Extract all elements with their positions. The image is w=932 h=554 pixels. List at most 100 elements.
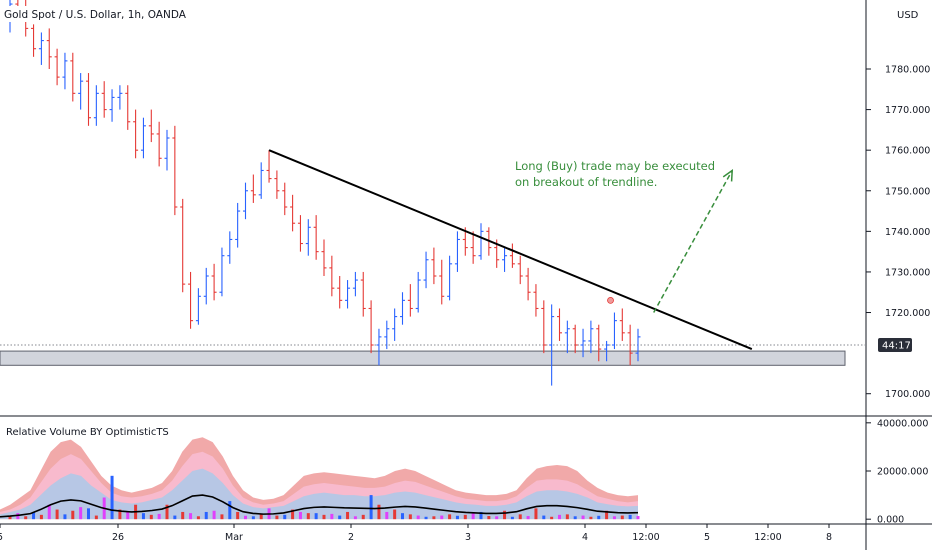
price-tick-label: 1730.000: [885, 267, 930, 278]
candle: [572, 324, 578, 354]
volume-bar: [581, 515, 585, 520]
rv-average-line: [0, 494, 639, 518]
volume-bar: [204, 511, 208, 520]
volume-bar: [259, 514, 263, 520]
volume-bar: [236, 511, 240, 520]
candle: [86, 73, 91, 126]
support-zone[interactable]: [0, 350, 846, 366]
candle: [407, 284, 413, 317]
candle: [219, 247, 225, 297]
volume-bar: [385, 511, 389, 520]
volume-bar: [518, 514, 522, 520]
candle: [345, 280, 351, 309]
volume-bar: [479, 511, 483, 520]
candle: [337, 276, 343, 309]
volume-bar: [408, 514, 412, 520]
volume-bar: [377, 504, 381, 520]
candle: [203, 267, 209, 305]
volume-bar: [361, 514, 365, 520]
candle: [250, 174, 256, 203]
price-tick-label: 1740.000: [885, 227, 930, 238]
price-tick-label: 1720.000: [885, 308, 930, 319]
candle: [180, 198, 186, 293]
volume-bar: [432, 516, 436, 520]
volume-bar: [47, 504, 51, 520]
time-tick-label: 5: [0, 532, 3, 543]
volume-bar: [228, 501, 232, 520]
candle: [78, 73, 84, 110]
candle: [329, 255, 335, 297]
candle: [125, 85, 131, 130]
candle: [211, 263, 217, 301]
candle: [46, 28, 52, 69]
time-tick-label: 12:00: [632, 532, 659, 543]
current-price-label-bg: [878, 338, 912, 352]
symbol-title[interactable]: Gold Spot / U.S. Dollar, 1h, OANDA: [4, 9, 187, 21]
volume-bar: [495, 516, 499, 520]
candle: [392, 308, 398, 341]
time-tick-label: 4: [582, 532, 588, 543]
time-axis[interactable]: 5 26 Mar 2 3 4 12:00 5 12:00 8: [0, 524, 832, 543]
support-zone-rect[interactable]: [0, 350, 846, 366]
volume-bar: [181, 511, 185, 520]
candle: [604, 340, 610, 362]
volume-bar: [291, 509, 295, 520]
candle: [627, 324, 633, 366]
candle: [423, 251, 429, 289]
volume-bar: [605, 510, 609, 520]
volume-bar: [620, 515, 624, 520]
candle: [454, 231, 460, 272]
candle: [31, 24, 37, 57]
volume-bar: [55, 509, 59, 520]
price-tick-label: 1750.000: [885, 186, 930, 197]
candle: [509, 243, 515, 268]
annotation-line-1: Long (Buy) trade may be executed: [515, 159, 715, 173]
volume-bar: [220, 514, 224, 520]
volume-bar: [16, 513, 20, 520]
volume-bar: [87, 508, 90, 520]
candle: [140, 117, 146, 159]
candle: [297, 215, 303, 252]
candle: [321, 239, 327, 276]
candle: [596, 324, 602, 362]
volume-bar: [173, 515, 177, 520]
relative-volume-pane: [0, 437, 640, 520]
candle: [549, 304, 555, 386]
trendline[interactable]: [268, 149, 753, 350]
price-candles: [7, 0, 641, 386]
volume-bar: [251, 516, 255, 520]
price-tick-label: 1760.000: [885, 146, 930, 157]
volume-indicator-title[interactable]: Relative Volume BY OptimisticTS: [6, 427, 169, 438]
time-tick-label: 26: [112, 532, 124, 543]
volume-bar: [79, 507, 83, 520]
volume-bar: [589, 516, 593, 520]
volume-tick-label: 40000.000: [877, 418, 928, 429]
candle: [525, 267, 531, 301]
candle: [447, 255, 453, 301]
candle: [619, 308, 625, 341]
volume-bar: [141, 513, 145, 520]
candle: [541, 300, 547, 354]
candle: [235, 202, 241, 248]
candle: [117, 85, 123, 110]
title-bg: [0, 6, 158, 22]
volume-bar: [401, 513, 404, 520]
candle: [133, 109, 139, 159]
volume-bar: [212, 510, 216, 520]
candle: [400, 292, 405, 325]
trendline-layer[interactable]: [268, 149, 753, 350]
price-axis[interactable]: 1780.000 1770.000 1760.000 1750.000 1740.000…: [866, 65, 930, 526]
volume-bar: [338, 515, 342, 520]
candle: [258, 162, 264, 199]
time-tick-label: 3: [465, 532, 471, 543]
volume-bar: [597, 515, 601, 520]
volume-bar: [487, 516, 491, 520]
candle: [384, 320, 390, 350]
volume-bar: [39, 514, 43, 520]
candle: [243, 182, 248, 220]
candle: [172, 125, 178, 216]
volume-bar: [94, 515, 98, 520]
volume-bar: [440, 515, 444, 520]
